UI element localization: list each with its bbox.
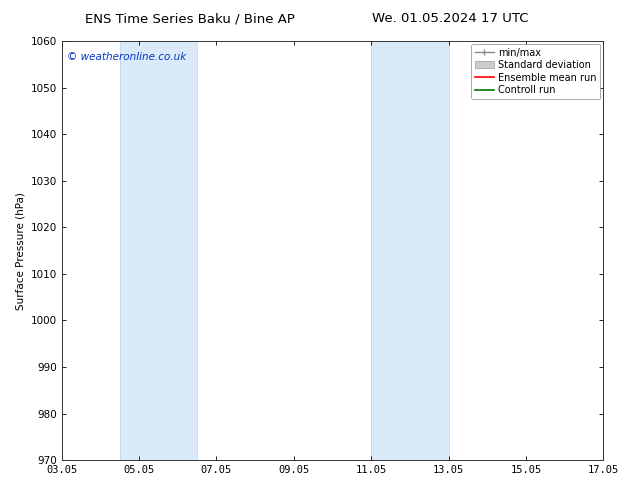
Legend: min/max, Standard deviation, Ensemble mean run, Controll run: min/max, Standard deviation, Ensemble me…	[471, 44, 600, 99]
Y-axis label: Surface Pressure (hPa): Surface Pressure (hPa)	[15, 192, 25, 310]
Text: We. 01.05.2024 17 UTC: We. 01.05.2024 17 UTC	[372, 12, 528, 25]
Bar	[120, 41, 197, 460]
Text: © weatheronline.co.uk: © weatheronline.co.uk	[67, 51, 186, 62]
Text: ENS Time Series Baku / Bine AP: ENS Time Series Baku / Bine AP	[85, 12, 295, 25]
Bar	[372, 41, 449, 460]
